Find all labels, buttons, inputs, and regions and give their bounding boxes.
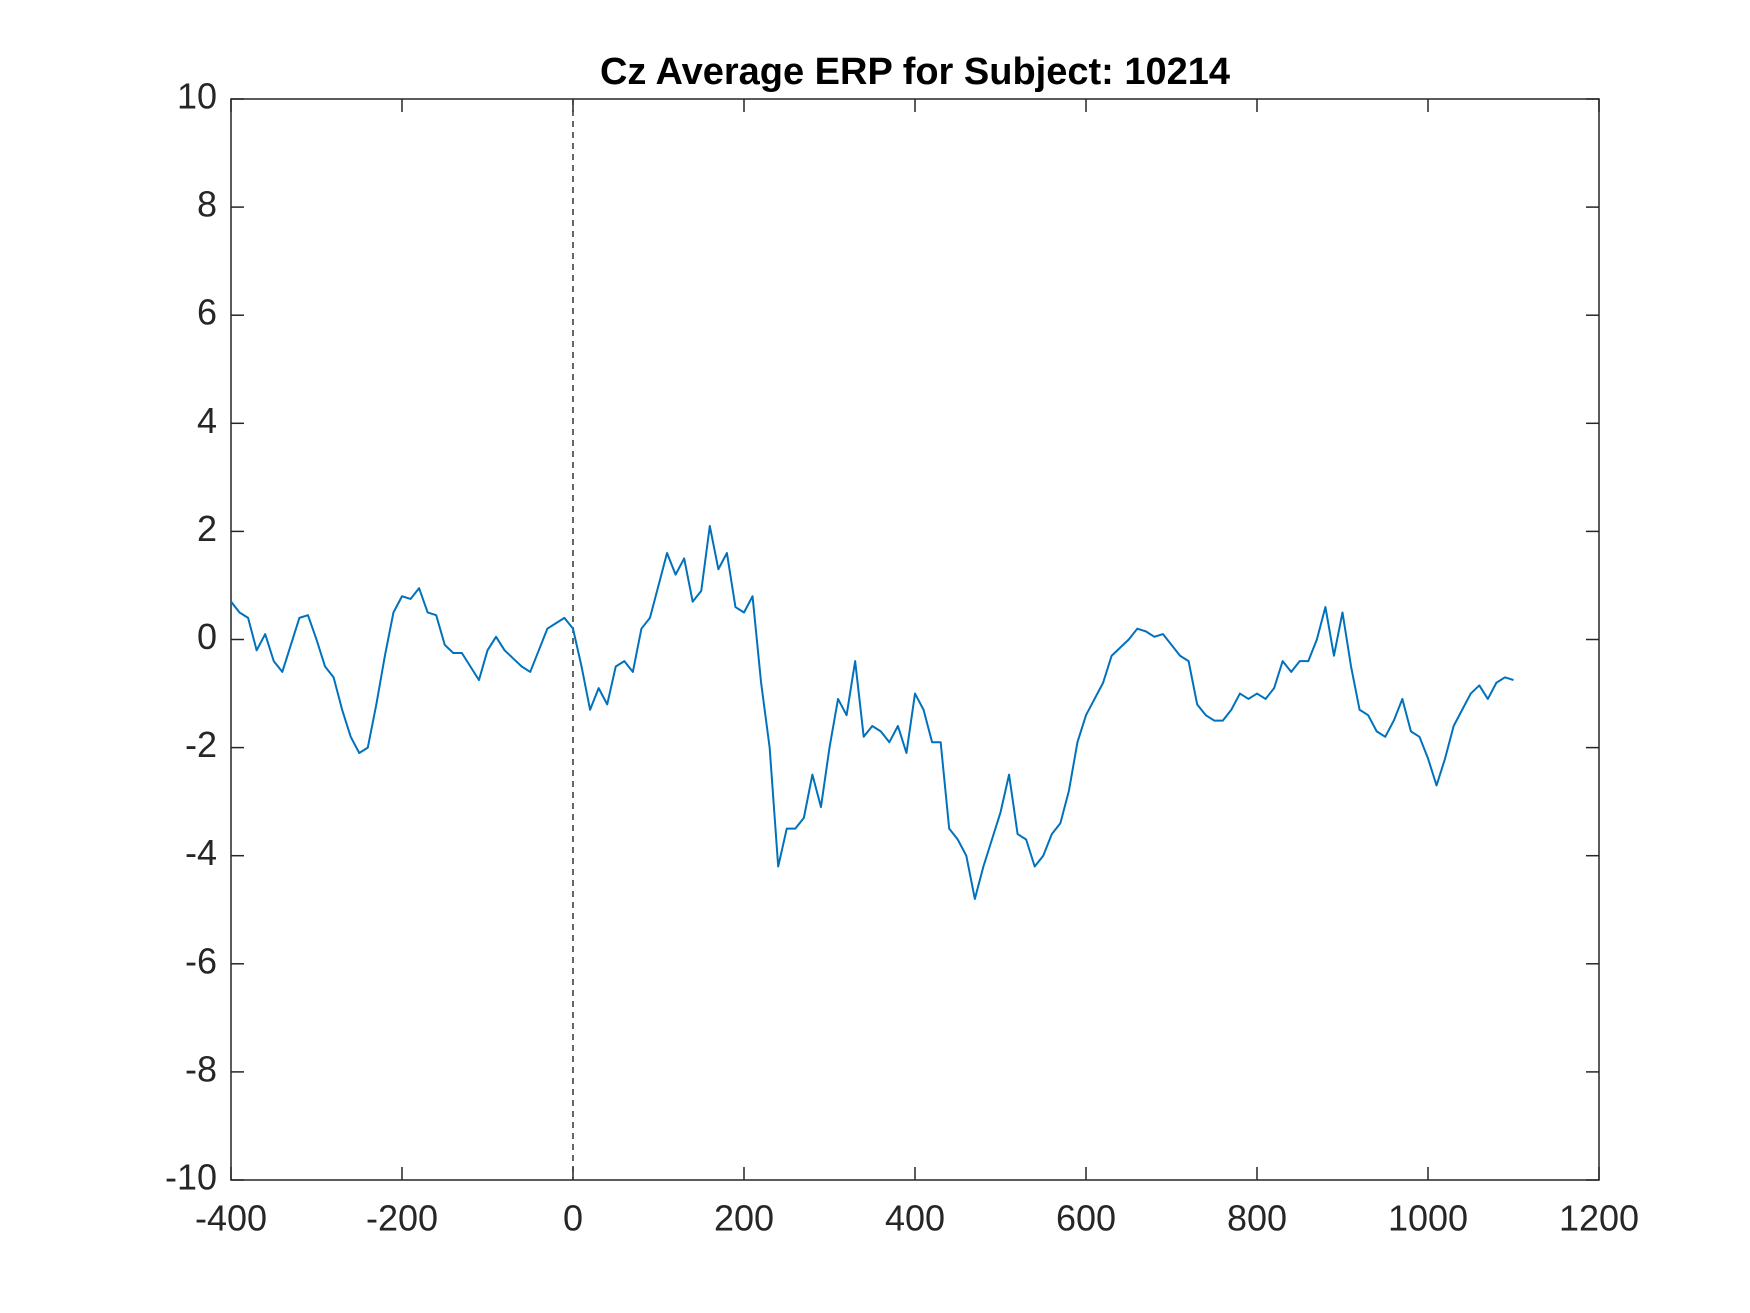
y-tick-label: -4 [185,832,217,873]
plot-area [230,98,1600,1181]
y-tick-label: -8 [185,1048,217,1089]
x-tick-label: 1200 [1559,1198,1639,1239]
y-tick-label: 4 [197,400,217,441]
x-tick-label: 1000 [1388,1198,1468,1239]
y-tick-label: 10 [177,76,217,117]
x-tick-label: -200 [366,1198,438,1239]
y-tick-label: 8 [197,184,217,225]
y-tick-label: -10 [165,1157,217,1198]
y-tick-label: -6 [185,940,217,981]
y-tick-label: -2 [185,724,217,765]
x-tick-label: 0 [563,1198,583,1239]
y-tick-label: 6 [197,292,217,333]
y-tick-label: 0 [197,616,217,657]
y-tick-label: 2 [197,508,217,549]
x-tick-label: 600 [1056,1198,1116,1239]
x-tick-label: 800 [1227,1198,1287,1239]
x-tick-label: 400 [885,1198,945,1239]
chart-title: Cz Average ERP for Subject: 10214 [600,51,1230,93]
x-tick-label: -400 [195,1198,267,1239]
x-tick-label: 200 [714,1198,774,1239]
data-line [230,525,1514,900]
